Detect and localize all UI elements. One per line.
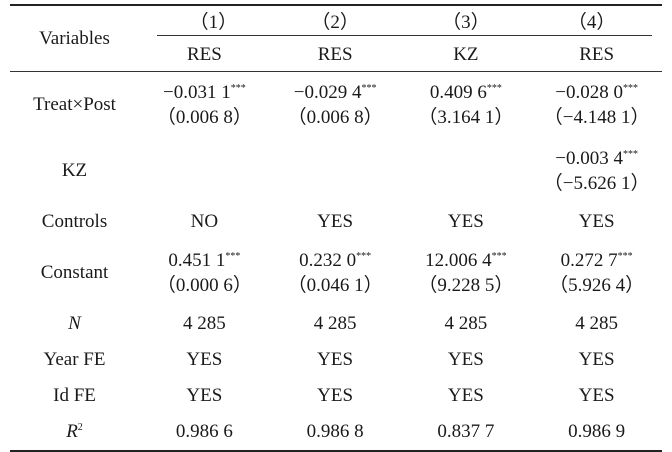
dep-var-2: RES — [269, 38, 401, 72]
id-fe-col-4: YES — [578, 385, 615, 406]
column-number-2: （2） — [269, 4, 401, 38]
row-label-r-squared: R2 — [10, 414, 139, 452]
controls-col-2: YES — [317, 211, 354, 232]
column-number-1: （1） — [139, 4, 270, 38]
id-fe-col-2: YES — [317, 385, 354, 406]
kz-col-3 — [401, 138, 532, 204]
id-fe-col-1: YES — [186, 385, 223, 406]
controls-col-1: NO — [190, 211, 219, 232]
row-year-fe: Year FE YES YES YES YES — [10, 342, 662, 378]
header-row-dependent-vars: RES RES KZ RES — [10, 38, 662, 72]
controls-col-3: YES — [447, 211, 484, 232]
row-id-fe: Id FE YES YES YES YES — [10, 378, 662, 414]
r-squared-col-3: 0.837 7 — [400, 414, 532, 452]
n-col-3: 4 285 — [444, 313, 488, 334]
header-row-column-numbers: Variables （1） （2） （3） （4） — [10, 4, 662, 72]
n-col-2: 4 285 — [313, 313, 357, 334]
row-label-treat-post: Treat×Post — [33, 94, 116, 115]
year-fe-col-1: YES — [186, 349, 223, 370]
kz-col-4: −0.003 4*** （−5.626 1） — [543, 147, 650, 194]
column-number-4: （4） — [531, 4, 662, 38]
kz-col-1 — [139, 138, 270, 204]
controls-col-4: YES — [578, 211, 615, 232]
row-constant: Constant 0.451 1*** （0.000 6） 0.232 0*** （… — [10, 240, 662, 306]
id-fe-col-3: YES — [447, 385, 484, 406]
variables-header: Variables — [10, 4, 139, 72]
constant-col-2: 0.232 0*** （0.046 1） — [287, 249, 383, 296]
year-fe-col-4: YES — [578, 349, 615, 370]
row-label-constant: Constant — [40, 262, 109, 283]
row-label-n: N — [68, 313, 81, 334]
r-squared-col-4: 0.986 9 — [531, 414, 662, 452]
row-kz: KZ −0.003 4*** （−5.626 1） — [10, 138, 662, 204]
dep-var-1: RES — [139, 38, 270, 72]
row-n: N 4 285 4 285 4 285 4 285 — [10, 306, 662, 342]
row-treat-post: Treat×Post −0.031 1*** （0.006 8） −0.029 4… — [10, 72, 662, 139]
treat-post-col-3: 0.409 6*** （3.164 1） — [418, 81, 514, 128]
dep-var-4: RES — [531, 38, 662, 72]
row-label-year-fe: Year FE — [43, 349, 106, 370]
dep-var-3: KZ — [400, 38, 532, 72]
constant-col-3: 12.006 4*** （9.228 5） — [418, 249, 514, 296]
r-squared-col-2: 0.986 8 — [269, 414, 401, 452]
column-number-3: （3） — [400, 4, 532, 38]
r-squared-col-1: 0.986 6 — [139, 414, 270, 452]
treat-post-col-4: −0.028 0*** （−4.148 1） — [543, 81, 650, 128]
row-controls: Controls NO YES YES YES — [10, 204, 662, 240]
year-fe-col-2: YES — [317, 349, 354, 370]
row-label-controls: Controls — [41, 211, 108, 232]
year-fe-col-3: YES — [447, 349, 484, 370]
regression-table: Variables （1） （2） （3） （4） RES RES KZ RES… — [10, 4, 662, 452]
row-label-kz: KZ — [61, 160, 88, 181]
n-col-1: 4 285 — [183, 313, 226, 334]
kz-col-2 — [270, 138, 401, 204]
n-col-4: 4 285 — [575, 313, 618, 334]
constant-col-4: 0.272 7*** （5.926 4） — [549, 249, 645, 296]
constant-col-1: 0.451 1*** （0.000 6） — [156, 249, 252, 296]
treat-post-col-2: −0.029 4*** （0.006 8） — [287, 81, 383, 128]
row-r-squared: R2 0.986 6 0.986 8 0.837 7 0.986 9 — [10, 414, 662, 452]
treat-post-col-1: −0.031 1*** （0.006 8） — [156, 81, 252, 128]
row-label-id-fe: Id FE — [53, 385, 96, 406]
